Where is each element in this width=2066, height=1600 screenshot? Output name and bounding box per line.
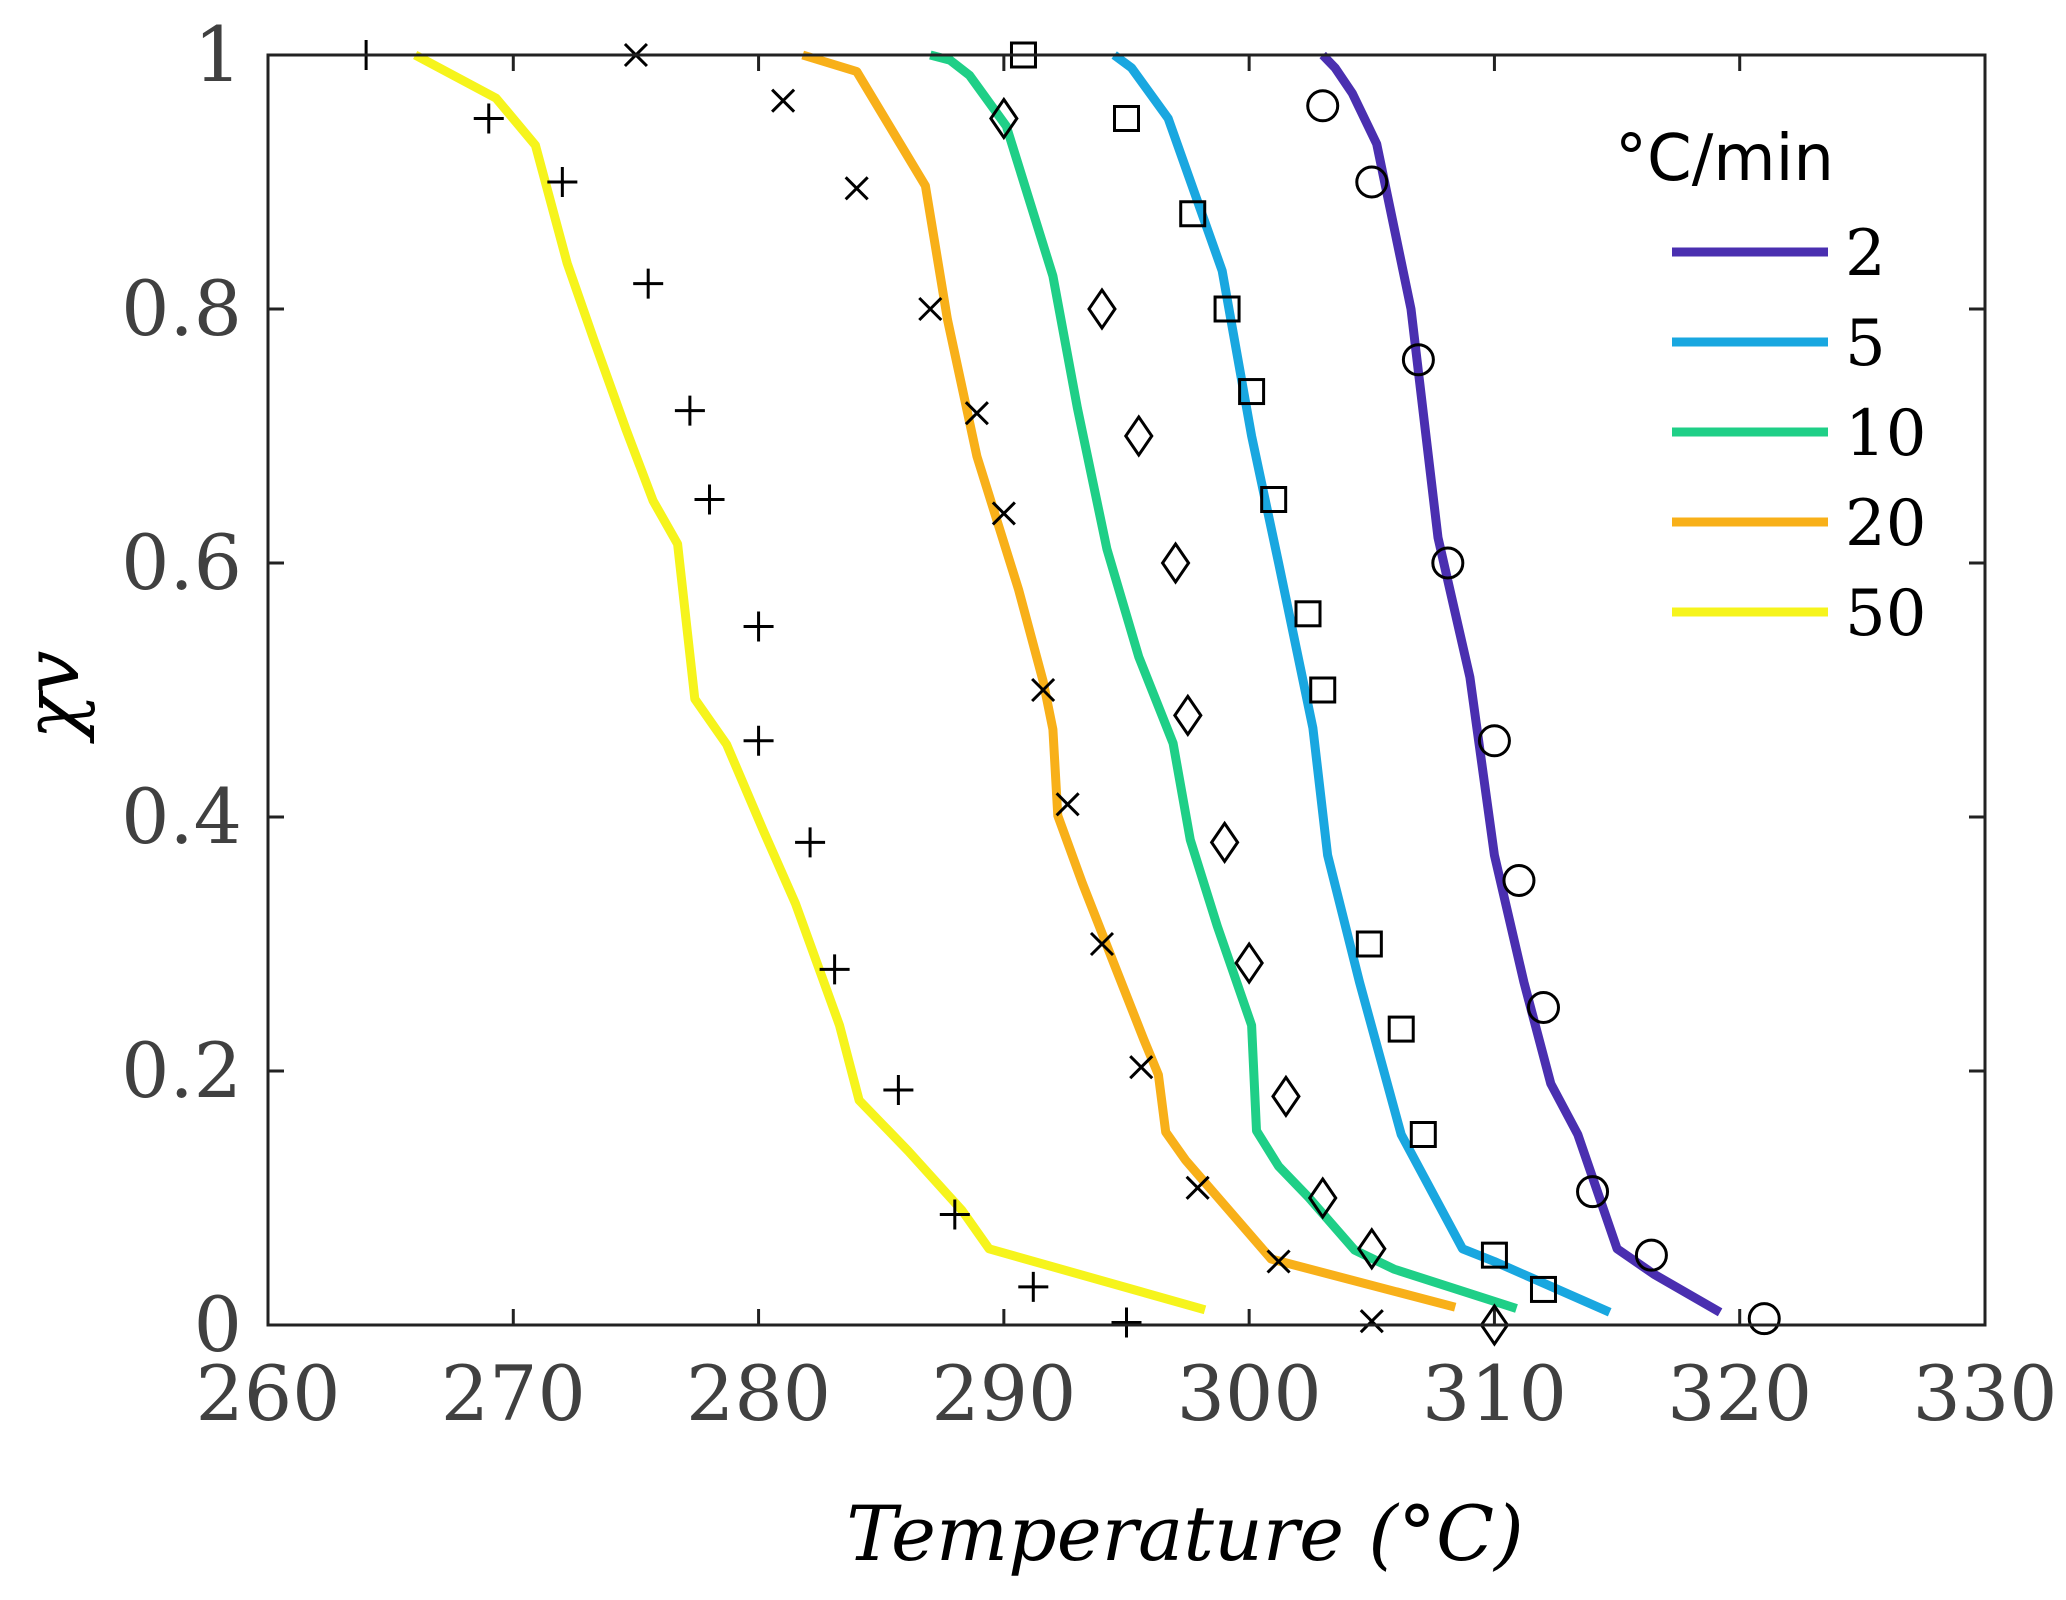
series-markers (351, 40, 1781, 1347)
data-point-2 (1526, 991, 1560, 1024)
data-point-10 (1234, 941, 1264, 985)
data-point-20 (1129, 1055, 1154, 1080)
data-point-5 (1480, 1241, 1508, 1269)
data-point-20 (1185, 1175, 1210, 1200)
data-point-2 (1431, 546, 1465, 580)
legend-label-50: 50 (1845, 577, 1926, 651)
data-point-50 (743, 611, 774, 642)
data-point-2 (1355, 165, 1389, 199)
legend-title: °C/min (1615, 122, 1834, 196)
data-point-10 (1307, 1176, 1338, 1220)
data-point-10 (989, 96, 1019, 141)
data-point-50 (674, 395, 705, 426)
y-tick-label: 0.2 (121, 1026, 242, 1115)
axis-ticks (266, 53, 1987, 1327)
x-tick-label: 270 (441, 1349, 586, 1438)
legend-label-5: 5 (1845, 307, 1886, 381)
data-point-20 (1089, 931, 1115, 957)
data-point-10 (1087, 287, 1117, 331)
y-tick-label: 1 (194, 10, 242, 99)
data-point-5 (1294, 600, 1322, 628)
data-point-50 (547, 167, 578, 197)
x-tick-label: 330 (1912, 1349, 2057, 1438)
data-point-5 (1260, 486, 1288, 513)
data-point-50 (1018, 1271, 1049, 1302)
x-tick-label: 260 (195, 1349, 340, 1438)
data-point-10 (1173, 693, 1203, 738)
data-point-10 (1271, 1074, 1301, 1119)
y-tick-label: 0.8 (121, 264, 242, 353)
data-point-5 (1179, 200, 1207, 228)
plot-frame (266, 53, 1987, 1327)
data-point-20 (844, 176, 869, 201)
data-point-2 (1306, 89, 1340, 123)
legend: °C/min 2 5 10 20 50 (1615, 122, 1926, 651)
y-axis-title: χv (7, 650, 96, 744)
x-tick-label: 310 (1422, 1349, 1567, 1438)
data-point-2 (1576, 1175, 1610, 1209)
data-point-5 (1213, 295, 1241, 323)
data-point-2 (1401, 343, 1435, 377)
x-axis-title: Temperature (°C) (846, 1489, 1524, 1578)
data-point-20 (771, 88, 796, 113)
data-point-10 (1160, 541, 1191, 585)
x-tick-label: 280 (686, 1349, 831, 1438)
data-point-5 (1387, 1015, 1415, 1043)
data-point-50 (694, 484, 725, 515)
data-point-10 (1479, 1303, 1510, 1347)
data-point-10 (1356, 1227, 1387, 1271)
data-point-50 (743, 725, 774, 756)
data-point-50 (473, 103, 504, 134)
data-point-50 (633, 268, 664, 299)
data-point-20 (964, 401, 989, 426)
data-point-5 (1238, 378, 1266, 406)
data-point-50 (883, 1075, 914, 1106)
tick-labels: 260 270 280 290 300 310 320 330 0 0.2 0.4 0.6 0.8 1 (121, 10, 2057, 1438)
data-point-50 (819, 954, 850, 985)
x-tick-label: 290 (931, 1349, 1076, 1438)
legend-label-20: 20 (1845, 487, 1926, 561)
data-point-5 (1529, 1275, 1557, 1303)
legend-label-10: 10 (1845, 397, 1926, 471)
data-point-20 (1031, 677, 1056, 703)
data-point-20 (991, 501, 1016, 526)
data-point-2 (1502, 864, 1536, 897)
data-point-50 (795, 827, 826, 858)
series-lines (413, 50, 1723, 1317)
data-point-5 (1409, 1121, 1437, 1148)
data-point-5 (1355, 930, 1383, 958)
legend-label-2: 2 (1845, 217, 1886, 291)
data-point-20 (1359, 1309, 1384, 1334)
x-tick-label: 320 (1667, 1349, 1812, 1438)
x-tick-label: 300 (1177, 1349, 1322, 1438)
series-line-10 (929, 50, 1518, 1313)
data-point-10 (1123, 414, 1154, 458)
series-line-20 (801, 50, 1457, 1312)
y-tick-label: 0.6 (121, 518, 242, 607)
data-point-2 (1477, 724, 1511, 758)
data-point-2 (1747, 1302, 1781, 1336)
y-tick-label: 0 (194, 1280, 242, 1369)
data-point-5 (1309, 676, 1337, 704)
data-point-50 (1111, 1307, 1142, 1338)
data-point-20 (1055, 792, 1080, 817)
data-point-20 (1266, 1249, 1291, 1274)
data-point-50 (939, 1199, 970, 1230)
series-line-50 (413, 51, 1207, 1315)
y-tick-label: 0.4 (121, 772, 242, 861)
data-point-20 (918, 296, 943, 322)
series-line-5 (1111, 51, 1612, 1317)
series-line-2 (1319, 51, 1723, 1317)
data-point-2 (1634, 1238, 1668, 1272)
data-point-10 (1209, 820, 1240, 865)
data-point-5 (1113, 105, 1140, 132)
